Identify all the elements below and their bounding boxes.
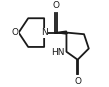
Text: O: O xyxy=(11,28,18,37)
Text: N: N xyxy=(41,28,48,37)
Text: HN: HN xyxy=(51,48,65,57)
Text: O: O xyxy=(53,1,60,10)
Polygon shape xyxy=(56,31,66,34)
Text: O: O xyxy=(74,77,81,86)
